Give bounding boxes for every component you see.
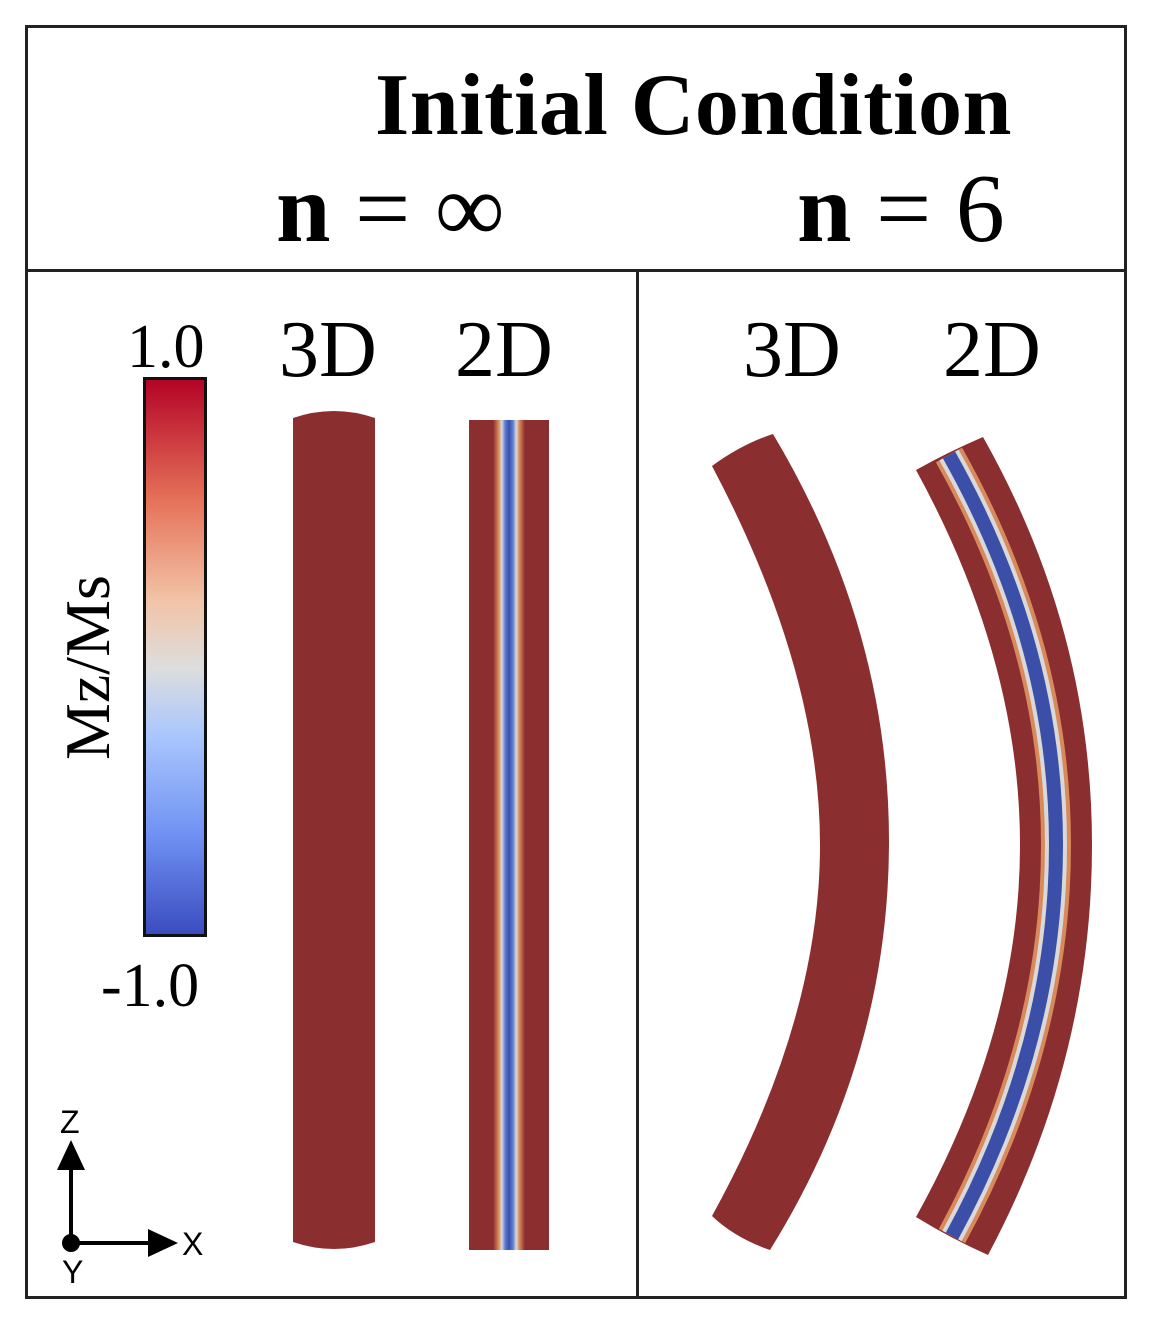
left-2d-label: 2D bbox=[455, 306, 553, 394]
x-axis-label: X bbox=[182, 1226, 204, 1262]
axes-triad bbox=[57, 1140, 178, 1257]
label-n-six-n: n bbox=[797, 155, 852, 263]
right-2d-label: 2D bbox=[943, 306, 1041, 394]
colorbar-min-label: -1.0 bbox=[101, 952, 200, 1020]
label-n-infinite-n: n bbox=[276, 155, 331, 263]
label-n-six-value: = 6 bbox=[851, 155, 1005, 263]
straight-3d-cylinder bbox=[293, 411, 375, 1249]
label-n-infinite: n = ∞ bbox=[276, 160, 505, 258]
label-n-infinite-value: = ∞ bbox=[330, 155, 505, 263]
curved-3d-cylinder bbox=[712, 434, 890, 1250]
left-3d-label: 3D bbox=[279, 306, 377, 394]
header-divider bbox=[25, 269, 1127, 272]
figure-frame bbox=[25, 25, 1127, 1299]
figure-title: Initial Condition bbox=[375, 57, 1012, 154]
right-3d-label: 3D bbox=[743, 306, 841, 394]
colorbar-max-label: 1.0 bbox=[127, 313, 205, 381]
straight-2d-strip bbox=[469, 420, 549, 1250]
panel-divider bbox=[636, 270, 639, 1299]
z-axis-label: Z bbox=[60, 1104, 80, 1140]
y-axis-label: Y bbox=[62, 1254, 84, 1290]
colorbar bbox=[143, 377, 207, 937]
curved-2d-strip bbox=[916, 437, 1092, 1255]
label-n-six: n = 6 bbox=[797, 160, 1005, 258]
